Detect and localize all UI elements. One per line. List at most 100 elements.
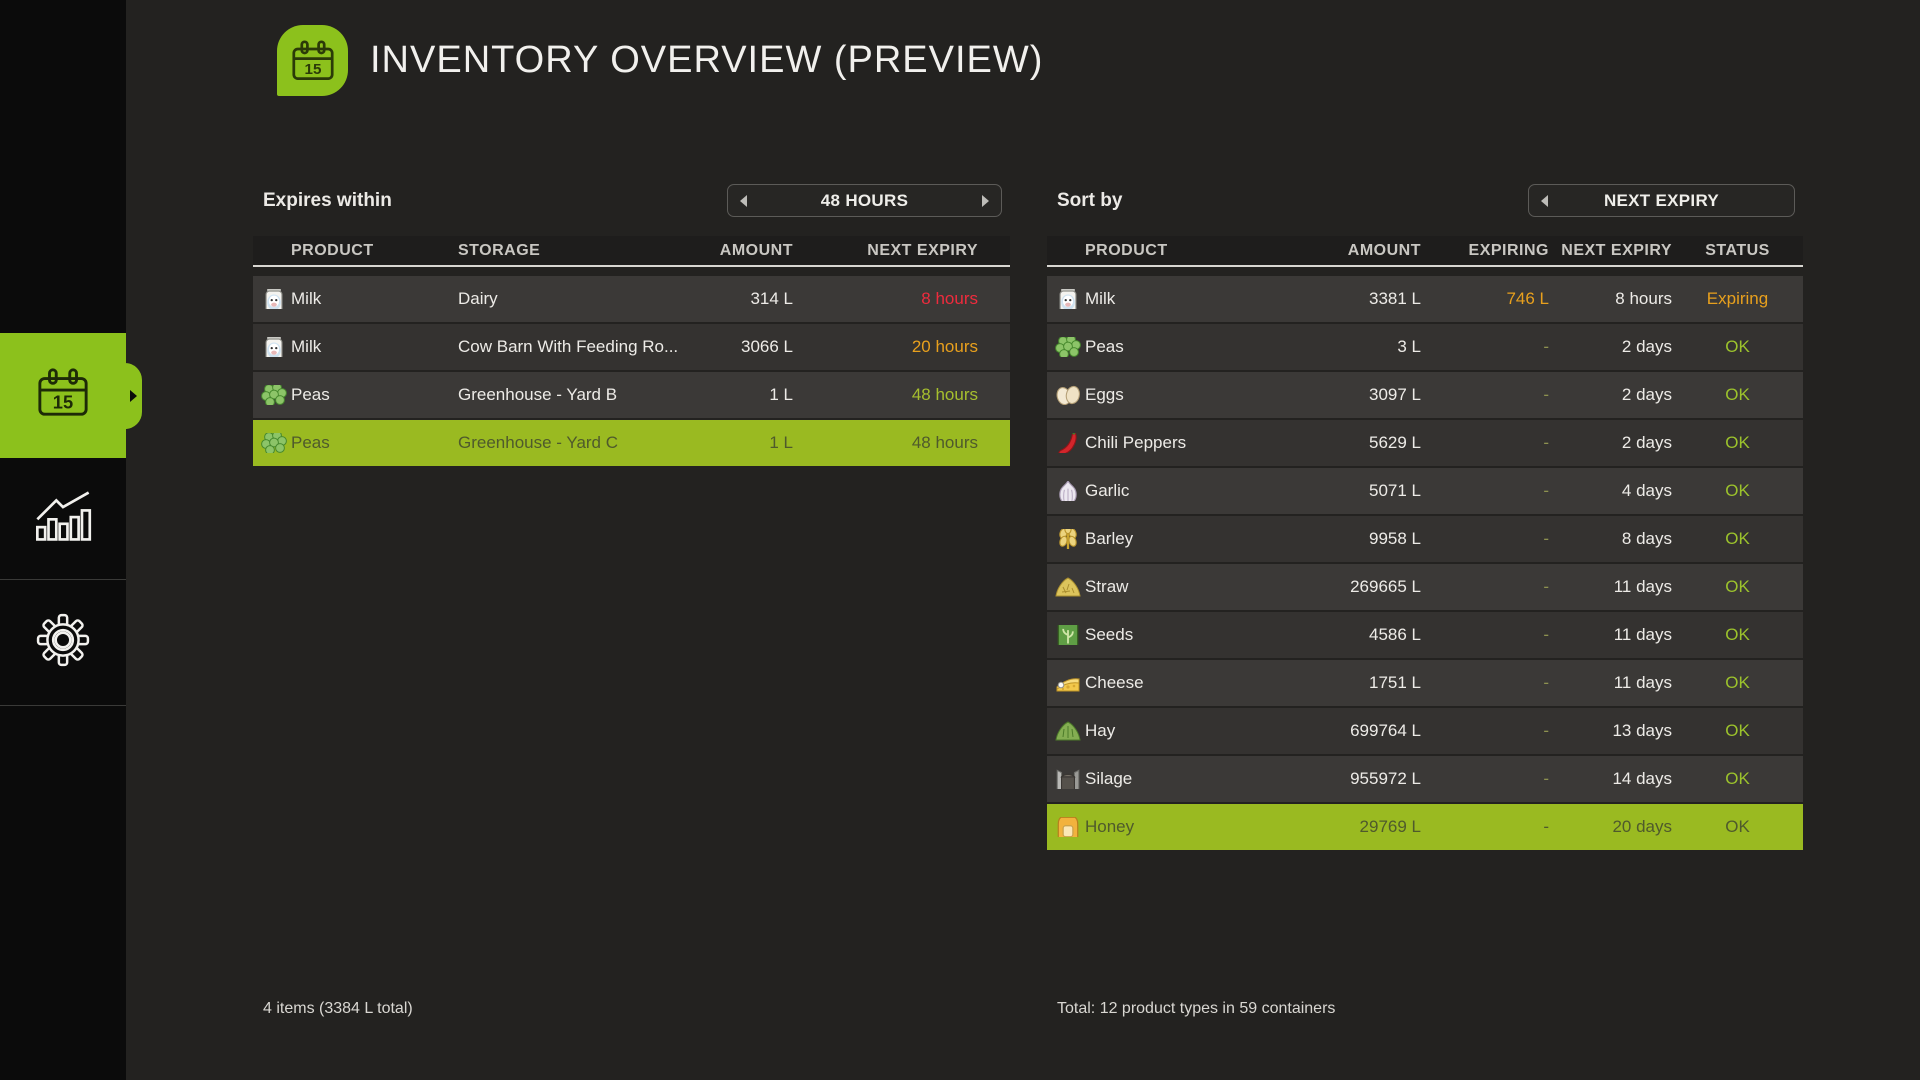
left-table-body: Milk Dairy 314 L 8 hours Milk Cow Barn With F… — [253, 276, 1010, 466]
product-name: Garlic — [1085, 481, 1130, 500]
table-row-hay[interactable]: Hay 699764 L - 13 days OK — [1047, 708, 1803, 754]
next-expiry-cell: 11 days — [1613, 577, 1672, 596]
left-table-header: PRODUCT STORAGE AMOUNT NEXT EXPIRY — [253, 236, 1010, 267]
next-expiry-cell: 8 hours — [1615, 289, 1672, 308]
seeds-icon — [1054, 625, 1082, 645]
table-row-milk[interactable]: Milk Dairy 314 L 8 hours — [253, 276, 1010, 322]
next-expiry-cell: 48 hours — [911, 385, 978, 404]
selector-prev-icon[interactable] — [740, 194, 747, 207]
selector-prev-icon[interactable] — [1541, 194, 1548, 207]
hay-icon — [1054, 721, 1082, 741]
expiring-cell: - — [1543, 721, 1549, 740]
silage-icon — [1054, 769, 1082, 789]
product-name: Honey — [1085, 817, 1135, 836]
table-row-silage[interactable]: Silage 955972 L - 14 days OK — [1047, 756, 1803, 802]
status-cell: OK — [1725, 673, 1750, 692]
peas-icon — [1054, 337, 1082, 357]
calendar-icon: 15 — [34, 366, 92, 425]
expiring-cell: - — [1543, 769, 1549, 788]
selector-next-icon[interactable] — [982, 194, 989, 207]
product-cell: Cheese — [1047, 673, 1287, 693]
barley-icon — [1054, 529, 1082, 549]
expiring-cell: - — [1543, 481, 1549, 500]
amount-cell: 3097 L — [1369, 385, 1421, 404]
expiring-cell: - — [1543, 673, 1549, 692]
table-row-peas[interactable]: Peas Greenhouse - Yard B 1 L 48 hours — [253, 372, 1010, 418]
product-cell: Milk — [253, 337, 458, 357]
column-header-storage: STORAGE — [458, 241, 541, 259]
product-name: Milk — [291, 337, 322, 356]
product-name: Hay — [1085, 721, 1116, 740]
product-cell: Barley — [1047, 529, 1287, 549]
table-row-seeds[interactable]: Seeds 4586 L - 11 days OK — [1047, 612, 1803, 658]
expiring-cell: - — [1543, 625, 1549, 644]
status-cell: OK — [1725, 625, 1750, 644]
table-row-peas[interactable]: Peas Greenhouse - Yard C 1 L 48 hours — [253, 420, 1010, 466]
status-cell: OK — [1725, 577, 1750, 596]
next-expiry-cell: 11 days — [1613, 673, 1672, 692]
storage-cell: Dairy — [458, 289, 498, 308]
status-cell: OK — [1725, 529, 1750, 548]
next-expiry-cell: 8 hours — [921, 289, 978, 308]
next-expiry-cell: 8 days — [1621, 529, 1672, 548]
product-name: Seeds — [1085, 625, 1134, 644]
all-products-panel: Sort by NEXT EXPIRY PRODUCT AMOUNT EXPIRIN… — [1047, 184, 1803, 1080]
column-header-next-expiry: NEXT EXPIRY — [867, 241, 978, 259]
page-header: 15 INVENTORY OVERVIEW (PREVIEW) — [277, 25, 1043, 96]
amount-cell: 29769 L — [1359, 817, 1421, 836]
amount-cell: 3066 L — [741, 337, 793, 356]
amount-cell: 4586 L — [1369, 625, 1421, 644]
milk-icon — [260, 337, 288, 357]
table-row-chili-peppers[interactable]: Chili Peppers 5629 L - 2 days OK — [1047, 420, 1803, 466]
product-name: Straw — [1085, 577, 1129, 596]
table-row-garlic[interactable]: Garlic 5071 L - 4 days OK — [1047, 468, 1803, 514]
next-expiry-cell: 4 days — [1621, 481, 1672, 500]
table-row-straw[interactable]: Straw 269665 L - 11 days OK — [1047, 564, 1803, 610]
right-summary-text: Total: 12 product types in 59 containers — [1057, 1000, 1336, 1017]
expires-within-selector[interactable]: 48 HOURS — [727, 184, 1002, 217]
next-expiry-cell: 20 days — [1612, 817, 1672, 836]
column-header-product: PRODUCT — [1085, 241, 1168, 259]
expiring-cell: - — [1543, 577, 1549, 596]
amount-cell: 314 L — [750, 289, 793, 308]
product-cell: Eggs — [1047, 385, 1287, 405]
table-row-eggs[interactable]: Eggs 3097 L - 2 days OK — [1047, 372, 1803, 418]
sort-by-selector[interactable]: NEXT EXPIRY — [1528, 184, 1795, 217]
column-header-product: PRODUCT — [291, 241, 374, 259]
table-row-milk[interactable]: Milk Cow Barn With Feeding Ro... 3066 L 20 … — [253, 324, 1010, 370]
sidebar-item-inventory[interactable]: 15 — [0, 333, 137, 458]
product-cell: Straw — [1047, 577, 1287, 597]
product-cell: Peas — [1047, 337, 1287, 357]
amount-cell: 3 L — [1397, 337, 1421, 356]
amount-cell: 5071 L — [1369, 481, 1421, 500]
table-row-honey[interactable]: Honey 29769 L - 20 days OK — [1047, 804, 1803, 850]
product-cell: Hay — [1047, 721, 1287, 741]
expiring-cell: - — [1543, 817, 1549, 836]
product-name: Silage — [1085, 769, 1133, 788]
sidebar-item-settings[interactable] — [0, 580, 126, 706]
active-tab-pointer-icon — [130, 389, 137, 402]
calendar-badge-icon: 15 — [277, 25, 348, 96]
product-name: Peas — [291, 385, 330, 404]
product-name: Barley — [1085, 529, 1134, 548]
expiring-cell: 746 L — [1506, 289, 1549, 308]
table-row-milk[interactable]: Milk 3381 L 746 L 8 hours Expiring — [1047, 276, 1803, 322]
status-cell: OK — [1725, 817, 1750, 836]
storage-cell: Cow Barn With Feeding Ro... — [458, 337, 679, 356]
bar-chart-icon — [34, 489, 92, 548]
table-row-cheese[interactable]: Cheese 1751 L - 11 days OK — [1047, 660, 1803, 706]
table-row-peas[interactable]: Peas 3 L - 2 days OK — [1047, 324, 1803, 370]
expiring-cell: - — [1543, 337, 1549, 356]
table-row-barley[interactable]: Barley 9958 L - 8 days OK — [1047, 516, 1803, 562]
right-table-header: PRODUCT AMOUNT EXPIRING NEXT EXPIRY STATUS — [1047, 236, 1803, 267]
expiring-cell: - — [1543, 529, 1549, 548]
amount-cell: 3381 L — [1369, 289, 1421, 308]
chili-icon — [1054, 433, 1082, 453]
product-cell: Silage — [1047, 769, 1287, 789]
expiring-cell: - — [1543, 385, 1549, 404]
amount-cell: 9958 L — [1369, 529, 1421, 548]
amount-cell: 699764 L — [1350, 721, 1421, 740]
svg-text:15: 15 — [53, 391, 73, 412]
honey-icon — [1054, 817, 1082, 837]
sidebar-item-statistics[interactable] — [0, 458, 126, 580]
